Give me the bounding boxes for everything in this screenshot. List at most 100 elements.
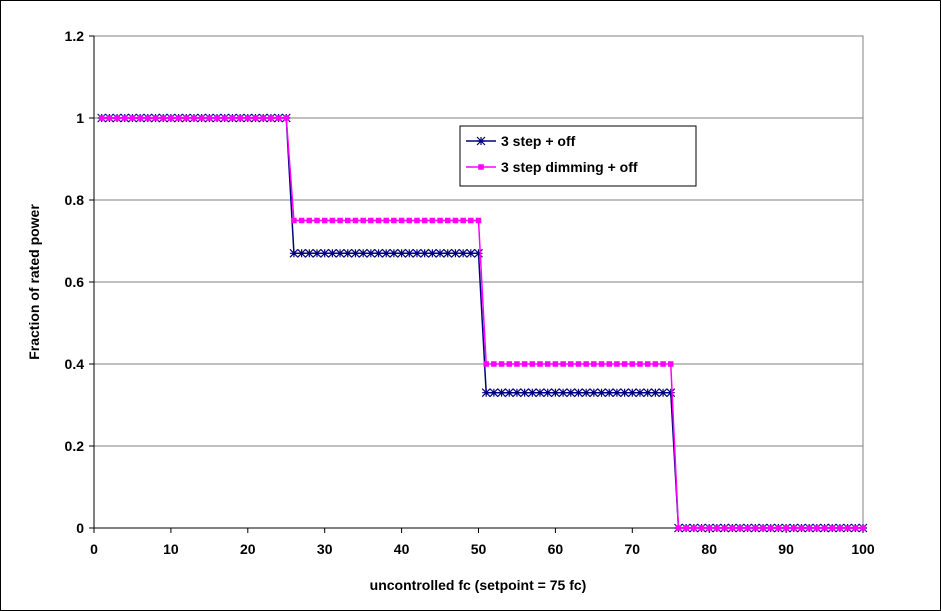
data-point xyxy=(844,525,851,531)
data-point xyxy=(245,115,251,121)
data-point xyxy=(814,525,820,531)
y-axis-title: Fraction of rated power xyxy=(26,204,42,360)
tick-labels: 0 0.2 0.4 0.6 0.8 1 1.2 0 10 20 30 40 50 60 70 80 90 100 xyxy=(65,28,875,557)
legend-label-series-2: 3 step dimming + off xyxy=(501,159,638,175)
data-point xyxy=(791,525,797,531)
data-point xyxy=(589,388,599,398)
data-point xyxy=(783,525,789,531)
data-point xyxy=(506,361,513,367)
data-point xyxy=(397,248,407,258)
x-tick-label: 30 xyxy=(317,541,333,557)
data-point xyxy=(537,361,543,367)
data-point xyxy=(352,217,359,224)
data-point xyxy=(521,361,528,367)
data-point xyxy=(714,525,720,531)
data-point xyxy=(497,388,506,398)
data-point xyxy=(466,248,476,258)
x-tick-label: 40 xyxy=(394,541,410,557)
data-point xyxy=(298,217,305,224)
data-point xyxy=(512,388,522,398)
x-tick-label: 0 xyxy=(90,541,98,557)
data-point xyxy=(106,115,113,121)
data-point xyxy=(320,248,330,258)
data-point xyxy=(312,248,322,258)
x-tick-label: 70 xyxy=(625,541,641,557)
y-tick-label: 0.4 xyxy=(65,356,85,372)
data-point xyxy=(421,217,428,224)
data-point xyxy=(468,217,474,224)
data-point xyxy=(435,248,445,258)
data-point xyxy=(458,248,468,258)
data-point xyxy=(314,217,320,224)
y-tick-label: 1.2 xyxy=(65,28,85,44)
data-point xyxy=(335,248,345,258)
data-point xyxy=(444,217,451,224)
data-point xyxy=(560,361,566,367)
data-point xyxy=(668,361,674,367)
data-point xyxy=(304,248,314,258)
data-point xyxy=(760,525,766,531)
data-point xyxy=(666,388,676,398)
data-point xyxy=(527,388,537,398)
data-point xyxy=(412,248,422,258)
data-point xyxy=(721,525,728,531)
data-point xyxy=(683,525,689,531)
data-point xyxy=(483,361,489,367)
data-point xyxy=(129,115,136,121)
data-point xyxy=(221,115,228,121)
data-point xyxy=(351,248,360,258)
data-point xyxy=(404,248,414,258)
data-point xyxy=(252,115,259,121)
data-point xyxy=(660,361,666,367)
data-point xyxy=(698,525,705,531)
data-point xyxy=(675,525,682,531)
data-point xyxy=(343,248,353,258)
data-point xyxy=(275,115,282,121)
data-point xyxy=(383,217,389,224)
data-point xyxy=(489,388,499,398)
data-point xyxy=(283,115,289,121)
data-point xyxy=(345,217,351,224)
data-point xyxy=(535,388,545,398)
data-point xyxy=(737,525,743,531)
data-point xyxy=(122,115,128,121)
data-point xyxy=(591,361,597,367)
data-point xyxy=(206,115,213,121)
data-point xyxy=(366,248,376,258)
data-point xyxy=(767,525,774,531)
data-point xyxy=(691,525,697,531)
data-point xyxy=(744,525,751,531)
data-point xyxy=(575,361,582,367)
data-point xyxy=(260,115,266,121)
y-tick-label: 0.6 xyxy=(65,274,85,290)
data-point xyxy=(658,388,668,398)
data-point xyxy=(544,361,551,367)
data-point xyxy=(389,248,399,258)
data-point xyxy=(368,217,374,224)
data-point xyxy=(520,388,530,398)
data-point xyxy=(297,248,307,258)
data-point xyxy=(821,525,828,531)
data-point xyxy=(860,525,866,531)
data-point xyxy=(837,525,843,531)
data-point xyxy=(168,115,174,121)
data-point xyxy=(329,217,336,224)
data-point xyxy=(644,361,651,367)
data-point xyxy=(504,388,514,398)
data-point xyxy=(621,361,628,367)
data-point xyxy=(327,248,337,258)
data-point xyxy=(474,248,483,258)
data-point xyxy=(427,248,437,258)
legend-box xyxy=(459,125,697,187)
data-point xyxy=(552,361,559,367)
data-point xyxy=(752,525,759,531)
data-point xyxy=(498,361,505,367)
data-point xyxy=(381,248,391,258)
data-point xyxy=(191,115,197,121)
data-point xyxy=(337,217,343,224)
x-tick-label: 90 xyxy=(778,541,794,557)
data-point xyxy=(606,361,612,367)
data-point xyxy=(475,217,482,224)
data-point xyxy=(420,248,430,258)
data-point xyxy=(175,115,182,121)
